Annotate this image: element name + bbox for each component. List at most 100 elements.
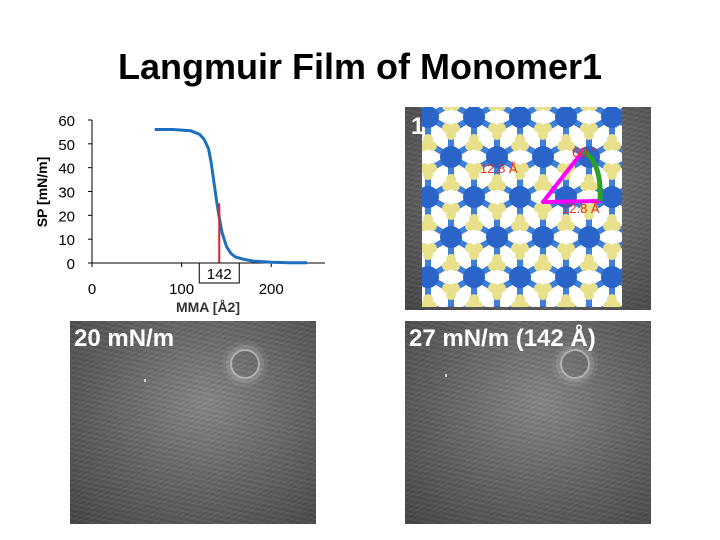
molecule-tip	[488, 181, 499, 192]
molecule-core	[463, 266, 485, 289]
angle-label: 60 °	[572, 144, 597, 160]
molecule-core	[509, 266, 531, 289]
molecule	[518, 130, 568, 185]
molecule-tip	[518, 301, 529, 307]
molecule-core	[463, 107, 485, 128]
molecule-tip	[534, 107, 544, 111]
molecule-tip	[564, 141, 575, 152]
molecule-core	[509, 107, 531, 128]
molecule-tip	[587, 261, 598, 272]
micrograph-label-20mN: 20 mN/m	[74, 325, 175, 352]
molecule	[426, 130, 476, 185]
molecule-tip	[557, 221, 568, 232]
molecule-tip	[426, 221, 437, 232]
molecule-lattice: 60 ° 12.8 Å 12.8 Å	[422, 107, 622, 307]
molecule-tip	[587, 181, 598, 192]
molecule-tip	[465, 301, 476, 307]
molecule-tip	[422, 221, 430, 232]
molecule-tip	[584, 290, 594, 301]
y-axis-label: SP [mN/m]	[34, 157, 50, 228]
molecule-tip	[442, 107, 452, 111]
distance-label-2: 12.8 Å	[562, 201, 600, 216]
molecule-tip	[515, 170, 525, 181]
molecule	[472, 210, 522, 265]
molecule	[426, 290, 476, 307]
molecule-tip	[538, 210, 548, 221]
molecule-tip	[603, 141, 614, 152]
molecule-tip	[488, 107, 498, 111]
y-tick-label: 20	[58, 208, 75, 225]
molecule	[541, 107, 591, 144]
molecule-tip	[542, 107, 552, 111]
y-tick-label: 10	[58, 232, 75, 249]
molecule-tip	[580, 107, 590, 111]
molecule-core	[601, 266, 622, 289]
plot-area	[92, 120, 325, 263]
molecule	[610, 301, 622, 307]
molecule-tip	[603, 221, 614, 232]
distance-label-1: 12.8 Å	[480, 161, 518, 176]
molecule-core	[492, 306, 502, 307]
molecule-tip	[442, 181, 453, 192]
molecule-tip	[472, 301, 483, 307]
marker-label: 142	[207, 266, 232, 283]
ripple-mark	[230, 349, 260, 379]
x-tick-label: 200	[259, 281, 284, 298]
molecule-core	[555, 107, 577, 128]
molecule-tip	[426, 301, 437, 307]
molecule-core	[440, 146, 462, 169]
molecule-tip	[449, 261, 460, 272]
molecule-tip	[610, 301, 621, 307]
y-tick-label: 60	[58, 113, 75, 130]
molecule-tip	[446, 290, 456, 301]
molecule-tip	[538, 130, 548, 141]
molecule-tip	[492, 130, 502, 141]
molecule-tip	[472, 221, 483, 232]
molecule-core	[422, 186, 439, 209]
angle-arc	[581, 148, 603, 202]
molecule-tip	[557, 141, 568, 152]
molecule-core	[463, 186, 485, 209]
molecule-core	[584, 306, 594, 307]
molecule-tip	[492, 210, 502, 221]
molecule	[564, 210, 614, 265]
molecule-tip	[446, 210, 456, 221]
lattice-vector-b	[541, 199, 602, 204]
molecule-tip	[610, 141, 621, 152]
ripple-mark	[560, 349, 590, 379]
molecule-tip	[442, 261, 453, 272]
molecule-tip	[557, 301, 568, 307]
molecule-tip	[588, 107, 598, 111]
molecule-tip	[610, 221, 621, 232]
y-tick-label: 30	[58, 185, 75, 202]
molecule-tip	[469, 170, 479, 181]
molecule-core	[486, 226, 508, 249]
y-tick-label: 50	[58, 137, 75, 154]
molecule-core	[601, 186, 622, 209]
molecule-tip	[534, 181, 545, 192]
molecule-tip	[495, 181, 506, 192]
marker-label-box	[198, 262, 240, 284]
molecule-tip	[584, 210, 594, 221]
molecule-tip	[607, 250, 617, 261]
molecule-tip	[580, 181, 591, 192]
molecule	[426, 210, 476, 265]
speck-mark	[144, 379, 146, 382]
molecule-core	[486, 146, 508, 169]
molecule-tip	[584, 130, 594, 141]
molecule-tip	[450, 107, 460, 111]
molecule-core	[422, 266, 439, 289]
molecule-core	[422, 107, 439, 128]
molecule	[422, 170, 453, 225]
molecule	[495, 170, 545, 225]
molecule-core	[446, 306, 456, 307]
molecule	[422, 107, 453, 144]
molecule	[564, 290, 614, 307]
molecule-tip	[492, 290, 502, 301]
molecule-tip	[495, 261, 506, 272]
molecule-tip	[518, 141, 529, 152]
micrograph-20mN: 20 mN/m	[70, 321, 316, 524]
molecule	[449, 170, 499, 225]
molecule-core	[532, 226, 554, 249]
